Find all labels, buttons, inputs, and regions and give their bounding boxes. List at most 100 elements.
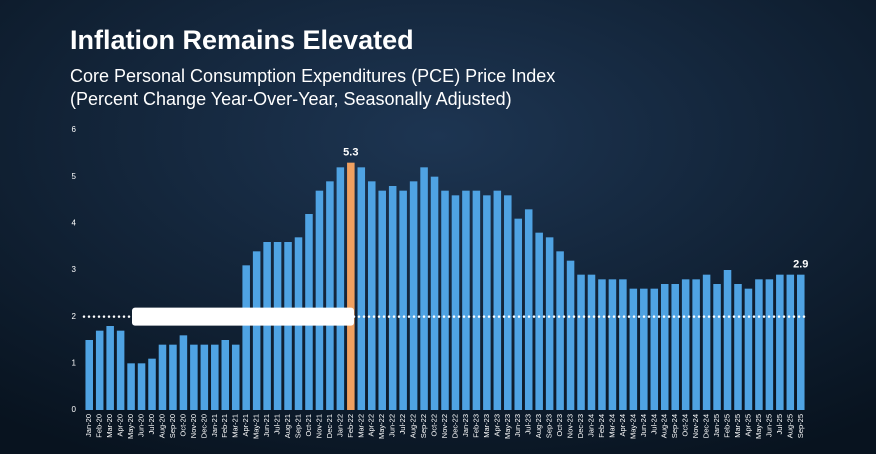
bar	[650, 288, 659, 410]
bar	[211, 344, 219, 410]
bar	[127, 363, 135, 410]
x-tick-label: Jan-23	[461, 414, 470, 437]
bar	[629, 288, 638, 410]
reference-label-text: Federal Reserve Target Rate: 2%	[150, 309, 336, 323]
bar	[326, 181, 334, 410]
data-label: 2.9	[793, 259, 808, 271]
bar	[765, 279, 774, 410]
x-tick-label: Oct-23	[555, 414, 564, 437]
x-tick-label: May-22	[377, 414, 386, 439]
x-tick-label: Jul-24	[649, 414, 658, 434]
x-tick-label: Oct-24	[681, 414, 690, 437]
bar	[367, 181, 376, 410]
bar	[619, 279, 627, 410]
x-tick-label: Jul-23	[524, 414, 533, 434]
bar	[231, 344, 240, 410]
bar	[587, 274, 596, 410]
bar	[671, 284, 679, 410]
label-box	[132, 307, 354, 326]
x-tick-label: May-20	[126, 414, 135, 439]
bar	[598, 279, 606, 410]
bar	[797, 274, 805, 410]
x-tick-label: Sep-21	[293, 414, 302, 438]
x-tick-label: Feb-20	[95, 414, 104, 438]
bar	[660, 284, 669, 410]
bar	[242, 265, 250, 410]
x-tick-label: Dec-22	[450, 414, 459, 438]
y-tick-label: 1	[72, 358, 77, 367]
x-tick-label: Jan-22	[335, 414, 344, 437]
x-tick-label: Oct-22	[430, 414, 439, 437]
x-tick-label: Jul-22	[398, 414, 407, 434]
bar	[252, 251, 261, 410]
bar	[451, 195, 460, 410]
x-tick-label: Aug-22	[409, 414, 418, 438]
x-tick-label: Aug-25	[785, 414, 794, 438]
x-tick-label: May-21	[252, 414, 261, 439]
bar	[190, 344, 198, 410]
bar	[713, 284, 721, 410]
bar	[608, 279, 617, 410]
x-tick-label: Jun-22	[388, 414, 397, 437]
bar	[347, 162, 355, 410]
x-tick-label: Sep-20	[168, 414, 177, 438]
x-tick-label: Aug-23	[534, 414, 543, 438]
bar	[535, 232, 543, 410]
bar	[692, 279, 700, 410]
bar	[545, 237, 554, 410]
bar	[702, 274, 711, 410]
x-tick-label: Mar-22	[356, 414, 365, 438]
x-tick-label: Feb-21	[220, 414, 229, 438]
x-tick-label: Feb-23	[471, 414, 480, 438]
x-tick-label: Nov-23	[566, 414, 575, 438]
x-tick-label: Dec-21	[325, 414, 334, 438]
bar	[776, 274, 784, 410]
bar	[399, 190, 407, 410]
y-tick-label: 3	[72, 265, 77, 274]
bar	[169, 344, 177, 410]
x-tick-label: Nov-20	[189, 414, 198, 438]
bar	[357, 167, 366, 410]
bar	[95, 330, 104, 410]
subtitle: Core Personal Consumption Expenditures (…	[70, 66, 555, 86]
bar	[179, 335, 188, 410]
data-label: 5.3	[343, 147, 358, 159]
x-tick-label: Jun-23	[513, 414, 522, 437]
x-tick-label: Jan-20	[84, 414, 93, 437]
bar	[483, 195, 491, 410]
bar	[315, 190, 324, 410]
x-tick-label: Mar-23	[482, 414, 491, 438]
x-tick-label: Mar-20	[105, 414, 114, 438]
bar	[681, 279, 690, 410]
x-tick-label: May-23	[503, 414, 512, 439]
x-tick-label: Apr-20	[116, 414, 125, 437]
x-tick-label: Jul-21	[273, 414, 282, 434]
bar	[263, 242, 271, 410]
bar	[472, 190, 481, 410]
x-tick-label: Sep-22	[419, 414, 428, 438]
x-tick-label: Oct-20	[178, 414, 187, 437]
x-tick-label: Apr-22	[367, 414, 376, 437]
x-tick-label: Nov-24	[691, 414, 700, 438]
bar	[755, 279, 763, 410]
bar	[640, 288, 648, 410]
x-tick-label: Jun-21	[262, 414, 271, 437]
x-tick-label: Sep-23	[545, 414, 554, 438]
bar	[524, 209, 533, 410]
x-tick-label: Apr-23	[492, 414, 501, 437]
bar	[378, 190, 386, 410]
x-tick-label: May-25	[754, 414, 763, 439]
bar	[221, 340, 230, 410]
bar	[786, 274, 795, 410]
bar	[577, 274, 585, 410]
bar	[514, 218, 523, 410]
y-tick-label: 6	[72, 125, 77, 134]
bar	[430, 176, 439, 410]
x-tick-label: Mar-21	[231, 414, 240, 438]
x-tick-label: Sep-24	[670, 414, 679, 438]
subtitle: (Percent Change Year-Over-Year, Seasonal…	[70, 89, 512, 109]
bar	[200, 344, 209, 410]
x-tick-label: Sep-25	[796, 414, 805, 438]
